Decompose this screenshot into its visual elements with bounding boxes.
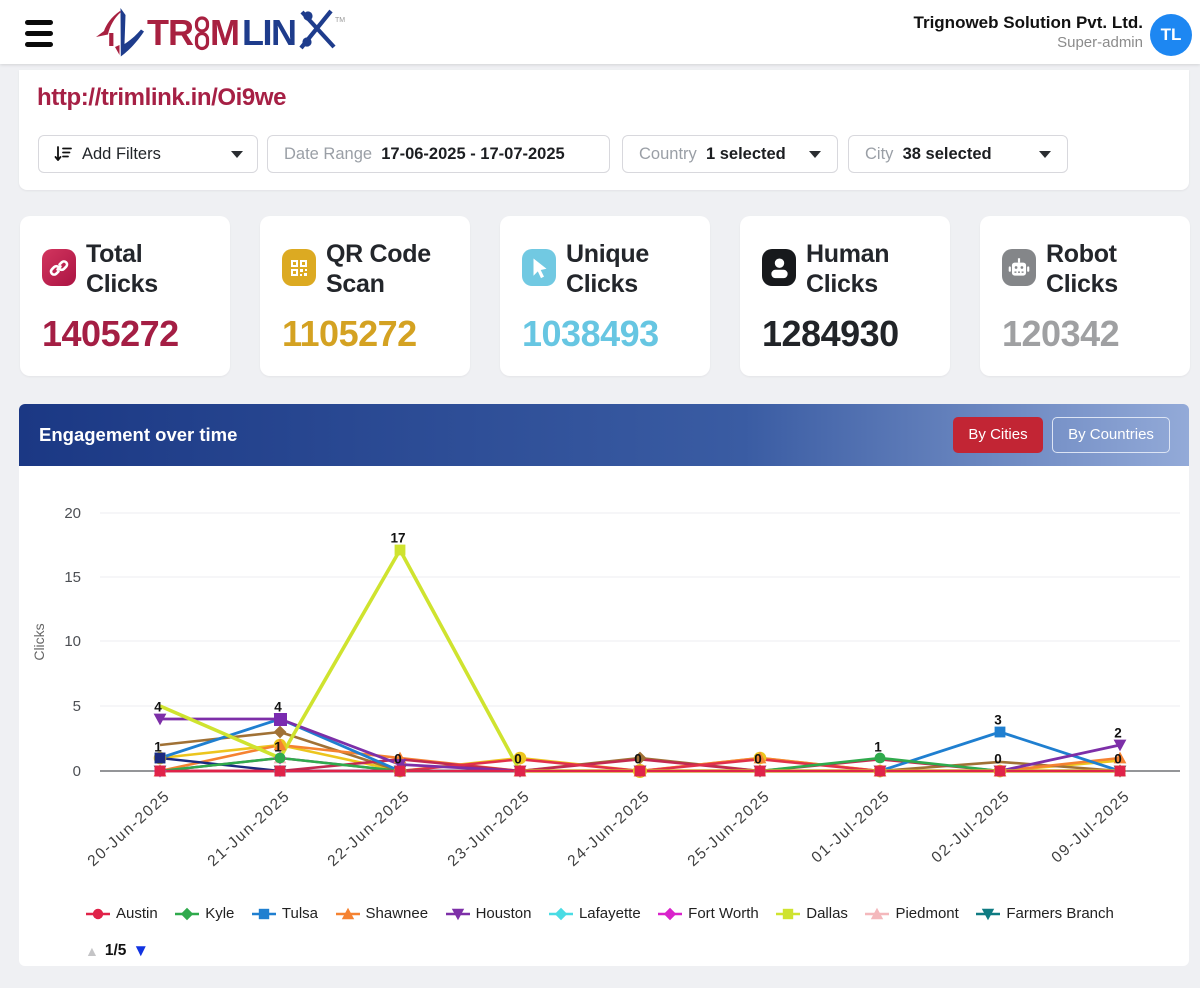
svg-text:20: 20 <box>64 505 81 522</box>
svg-text:M: M <box>210 12 239 53</box>
svg-text:09-Jul-2025: 09-Jul-2025 <box>1048 787 1133 866</box>
svg-text:0: 0 <box>754 752 762 767</box>
svg-text:22-Jun-2025: 22-Jun-2025 <box>325 787 414 870</box>
svg-text:17: 17 <box>390 531 405 546</box>
svg-text:21-Jun-2025: 21-Jun-2025 <box>205 787 294 870</box>
svg-text:2: 2 <box>1114 726 1122 741</box>
svg-text:0: 0 <box>514 752 522 767</box>
svg-text:TR: TR <box>147 12 194 53</box>
svg-text:1: 1 <box>154 740 162 755</box>
svg-text:3: 3 <box>994 713 1002 728</box>
svg-text:LIN: LIN <box>242 12 296 53</box>
svg-text:5: 5 <box>73 698 81 715</box>
svg-text:25-Jun-2025: 25-Jun-2025 <box>685 787 774 870</box>
svg-text:10: 10 <box>64 633 81 650</box>
svg-text:0: 0 <box>394 752 402 767</box>
svg-text:15: 15 <box>64 569 81 586</box>
svg-text:TM: TM <box>335 17 345 24</box>
svg-text:0: 0 <box>73 763 81 780</box>
svg-text:0: 0 <box>1114 752 1122 767</box>
svg-text:1: 1 <box>874 740 882 755</box>
svg-text:0: 0 <box>994 752 1002 767</box>
svg-text:Clicks: Clicks <box>31 623 47 660</box>
svg-text:02-Jul-2025: 02-Jul-2025 <box>928 787 1013 866</box>
svg-text:1: 1 <box>274 740 282 755</box>
svg-text:0: 0 <box>634 752 642 767</box>
svg-text:4: 4 <box>154 700 162 715</box>
svg-text:01-Jul-2025: 01-Jul-2025 <box>808 787 893 866</box>
svg-text:24-Jun-2025: 24-Jun-2025 <box>565 787 654 870</box>
svg-text:4: 4 <box>274 700 282 715</box>
svg-text:23-Jun-2025: 23-Jun-2025 <box>445 787 534 870</box>
svg-text:20-Jun-2025: 20-Jun-2025 <box>85 787 174 870</box>
